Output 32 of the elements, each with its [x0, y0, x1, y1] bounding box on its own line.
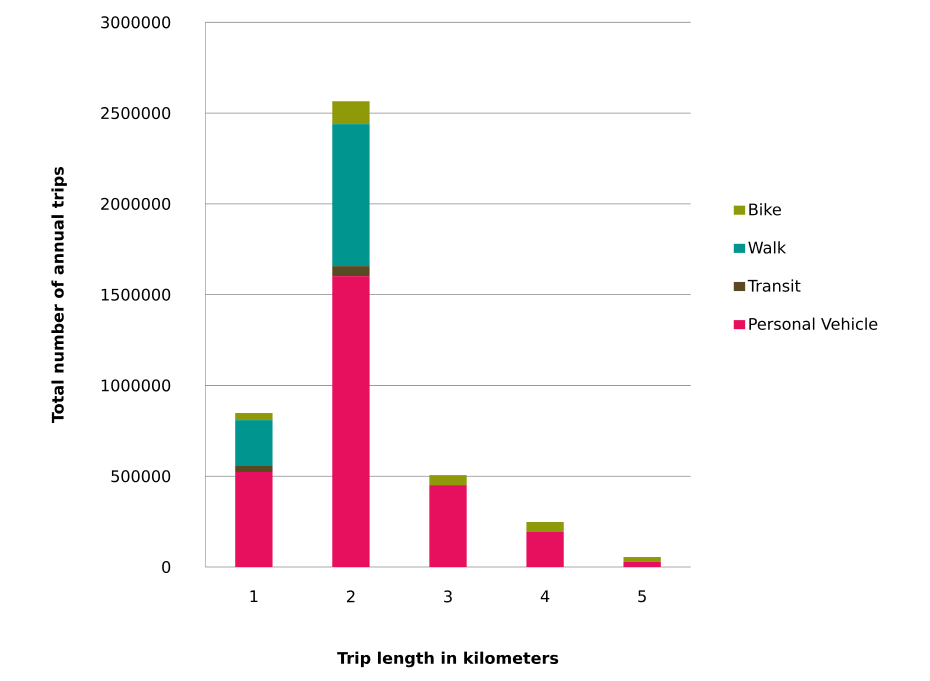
bar: [623, 557, 661, 562]
bar: [235, 420, 273, 466]
bar: [332, 266, 370, 276]
bar: [332, 276, 370, 567]
legend-label: Walk: [748, 241, 786, 254]
legend-label: Transit: [748, 279, 800, 292]
bar: [429, 485, 467, 567]
y-tick-label: 2500000: [101, 107, 170, 120]
bar: [526, 522, 564, 532]
x-tick-label: 3: [444, 590, 452, 602]
x-tick-label: 1: [250, 590, 258, 602]
y-axis-title: Total number of annual trips: [51, 166, 67, 424]
y-tick-label: 1000000: [102, 379, 170, 392]
bar: [332, 124, 370, 266]
bar: [526, 532, 564, 567]
bar: [429, 475, 467, 486]
legend-label: Personal Vehicle: [749, 318, 878, 330]
bar: [235, 466, 273, 472]
x-tick-label: 4: [540, 590, 550, 602]
y-tick-label: 2000000: [101, 198, 170, 210]
bar: [332, 101, 370, 124]
bar: [623, 562, 661, 567]
y-tick-label: 0: [162, 560, 170, 574]
bar: [235, 413, 273, 420]
x-tick-label: 5: [638, 590, 646, 602]
x-tick-label: 2: [347, 590, 354, 602]
y-tick-label: 3000000: [101, 16, 170, 28]
bar: [235, 472, 273, 567]
legend-label: Bike: [749, 203, 781, 216]
y-tick-label: 1500000: [102, 288, 170, 301]
x-axis-title: Trip length in kilometers: [337, 652, 558, 668]
y-tick-label: 500000: [111, 470, 170, 482]
